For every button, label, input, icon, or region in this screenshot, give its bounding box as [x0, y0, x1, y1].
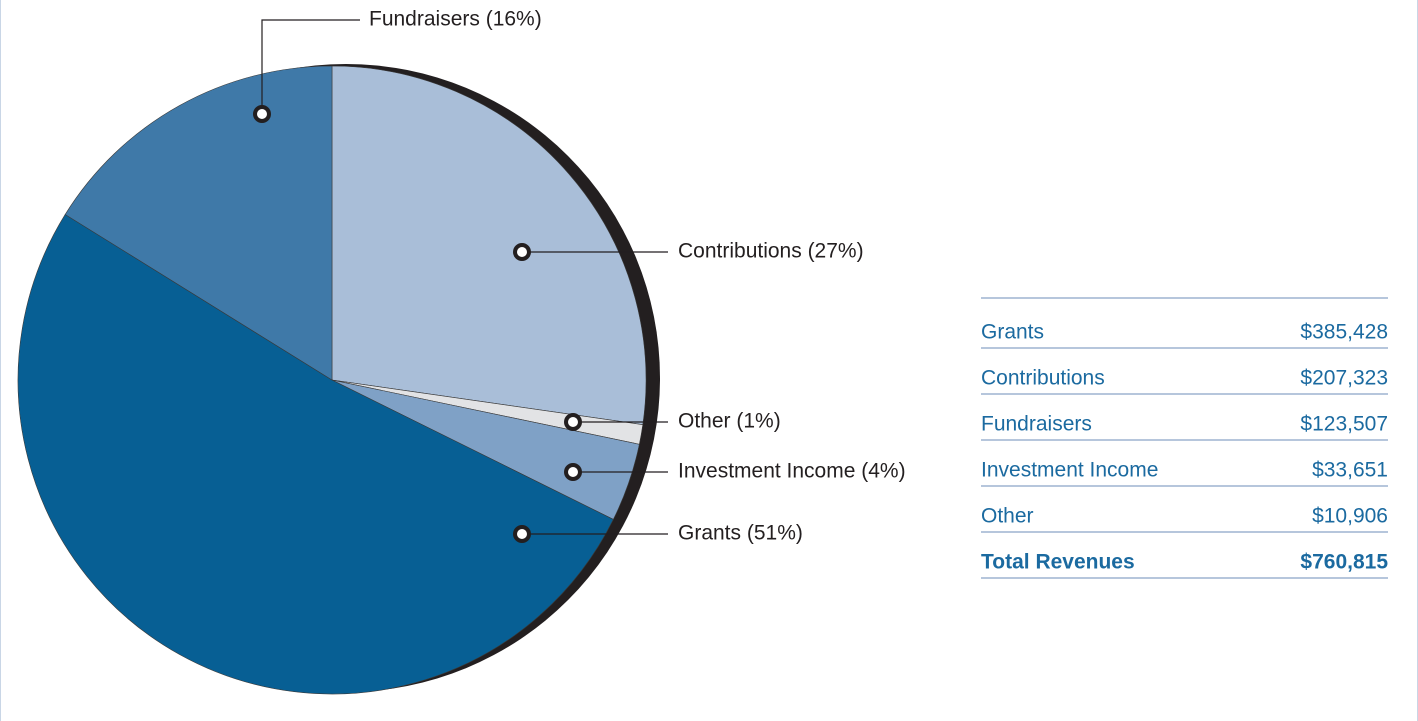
row-label: Grants: [981, 321, 1044, 344]
pie-slice: [331, 65, 647, 426]
slice-label: Grants (51%): [678, 522, 803, 545]
slice-label: Investment Income (4%): [678, 460, 906, 483]
leader-dot: [564, 413, 582, 431]
row-value: $385,428: [1300, 321, 1388, 344]
slice-label: Contributions (27%): [678, 240, 864, 263]
row-label: Fundraisers: [981, 413, 1092, 436]
leader-dot: [513, 525, 531, 543]
slice-label: Fundraisers (16%): [369, 8, 542, 31]
row-value: $10,906: [1312, 505, 1388, 528]
leader-dot: [513, 243, 531, 261]
row-label: Contributions: [981, 367, 1105, 390]
row-value: $207,323: [1300, 367, 1388, 390]
row-label: Other: [981, 505, 1034, 528]
pie-slice: [64, 65, 333, 381]
leader-dot: [253, 105, 271, 123]
row-label: Investment Income: [981, 459, 1158, 482]
row-value: $123,507: [1300, 413, 1388, 436]
slice-label: Other (1%): [678, 410, 781, 433]
row-value: $33,651: [1312, 459, 1388, 482]
leader-line: [261, 19, 360, 114]
total-label: Total Revenues: [981, 551, 1135, 574]
leader-dot: [564, 463, 582, 481]
total-value: $760,815: [1300, 551, 1388, 574]
pie-slice: [17, 214, 614, 695]
